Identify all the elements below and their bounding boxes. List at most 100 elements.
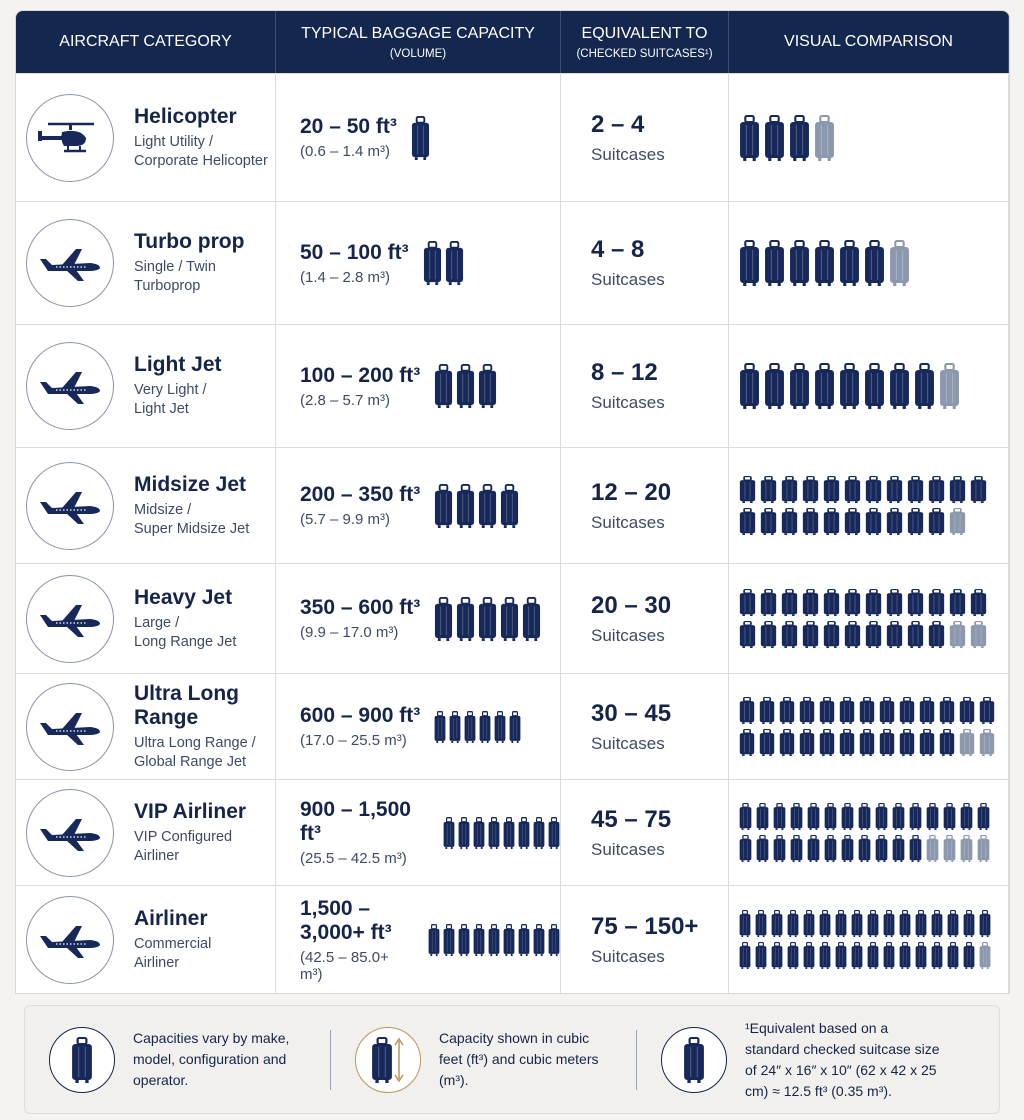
suitcase-icon: [899, 942, 911, 969]
suitcase-icon: [841, 835, 854, 862]
footer-separator: [330, 1029, 331, 1090]
equivalent-unit: Suitcases: [591, 946, 665, 966]
visual-comparison: [739, 476, 991, 535]
suitcase-icon: [488, 816, 500, 849]
equivalent-unit: Suitcases: [591, 625, 665, 645]
suitcase-icon: [435, 483, 453, 528]
category-description: Light Utility / Corporate Helicopter: [134, 133, 268, 171]
suitcase-icon: [756, 835, 769, 862]
suitcase-icon: [760, 589, 777, 616]
suitcase-icon: [803, 910, 815, 937]
suitcase-icon: [928, 589, 945, 616]
suitcase-icon: [939, 697, 955, 724]
capacity-imperial: 20 – 50 ft³: [300, 115, 397, 138]
description-line: VIP Configured: [134, 828, 233, 845]
suitcase-icon: [907, 621, 924, 648]
description-line: Very Light /: [134, 382, 207, 398]
suitcase-icon: [959, 729, 975, 756]
capacity-imperial: 50 – 100 ft³: [300, 240, 409, 264]
description-line: Commercial: [134, 935, 212, 952]
suitcase-icon: [844, 508, 861, 535]
category-name: Midsize Jet: [134, 472, 247, 496]
capacity-metric: (17.0 – 25.5 m³): [300, 732, 407, 749]
equivalent-cell: 8 – 12 Suitcases: [561, 324, 729, 447]
capacity-text: 20 – 50 ft³ (0.6 – 1.4 m³): [300, 115, 397, 160]
equivalent-cell: 30 – 45 Suitcases: [561, 673, 729, 779]
suitcase-icon: [865, 363, 884, 409]
column-title: VISUAL COMPARISON: [784, 33, 953, 50]
suitcase-icon: [802, 589, 819, 616]
suitcase-icon: [931, 910, 943, 937]
footer-note: Capacity shown in cubic feet (ft³) and c…: [331, 1026, 636, 1093]
description-line: Ultra Long Range /: [134, 734, 256, 751]
column-title: EQUIVALENT TO: [581, 24, 708, 42]
suitcase-icon: [739, 589, 756, 616]
baggage-table: AIRCRAFT CATEGORY TYPICAL BAGGAGE CAPACIT…: [15, 10, 1010, 994]
footer-text: ¹Equivalent based on a standard checked …: [745, 1019, 940, 1099]
aircraft-icon: [40, 491, 100, 524]
suitcase-icon: [503, 816, 515, 849]
suitcase-icon: [949, 476, 966, 503]
suitcase-icon: [947, 910, 959, 937]
suitcase-icon: [943, 803, 956, 830]
category-cell: Heavy Jet Large / Long Range Jet: [16, 563, 276, 673]
suitcase-icon: [457, 596, 475, 641]
visual-cell: [729, 563, 1009, 673]
capacity-cell: 350 – 600 ft³ (9.9 – 17.0 m³): [276, 563, 561, 673]
equivalent-range: 75 – 150+: [591, 912, 699, 940]
description-line: Super Midsize Jet: [134, 520, 250, 537]
suitcase-icon: [979, 729, 995, 756]
capacity-imperial: 1,500 – 3,000+ ft³: [300, 896, 392, 944]
suitcase-icon: [835, 942, 847, 969]
suitcase-icon: [773, 803, 786, 830]
equivalent-unit: Suitcases: [591, 144, 665, 164]
suitcase-icon: [915, 942, 927, 969]
suitcase-icon: [799, 729, 815, 756]
suitcase-icon: [411, 115, 429, 160]
capacity-metric: (25.5 – 42.5 m³): [300, 850, 407, 867]
capacity-metric: (42.5 – 85.0+ m³): [300, 948, 389, 983]
equivalent-cell: 4 – 8 Suitcases: [561, 201, 729, 324]
capacity-icons: [411, 115, 430, 160]
suitcase-icon: [963, 910, 975, 937]
category-description: Very Light / Light Jet: [134, 381, 222, 419]
category-text: Midsize Jet Midsize / Super Midsize Jet: [134, 473, 249, 539]
suitcase-icon: [779, 729, 795, 756]
suitcase-icon: [839, 697, 855, 724]
suitcase-icon: [739, 621, 756, 648]
description-line: Single / Twin: [134, 259, 216, 275]
capacity-imperial: 100 – 200 ft³: [300, 363, 421, 387]
suitcase-icon: [781, 508, 798, 535]
suitcase-icon: [939, 729, 955, 756]
suitcase-icon: [835, 910, 847, 937]
equivalent-range: 2 – 4: [591, 110, 645, 138]
suitcase-icon: [949, 589, 966, 616]
footer-text: Capacity shown in cubic feet (ft³) and c…: [439, 1030, 599, 1088]
category-name: Ultra Long Range: [134, 681, 239, 729]
suitcase-icon: [773, 835, 786, 862]
suitcase-icon: [443, 816, 455, 849]
visual-comparison: [739, 240, 914, 286]
equivalent-range: 30 – 45: [591, 699, 672, 727]
category-cell: Ultra Long Range Ultra Long Range / Global…: [16, 673, 276, 779]
suitcase-icon: [372, 1036, 392, 1083]
suitcase-icon: [464, 710, 476, 743]
suitcase-icon: [960, 835, 973, 862]
suitcase-icon: [423, 241, 441, 285]
category-cell: Midsize Jet Midsize / Super Midsize Jet: [16, 447, 276, 563]
suitcase-icon: [457, 364, 475, 408]
column-title: AIRCRAFT CATEGORY: [59, 33, 232, 50]
capacity-text: 200 – 350 ft³ (5.7 – 9.9 m³): [300, 483, 420, 528]
suitcase-icon: [815, 240, 834, 286]
capacity-text: 100 – 200 ft³ (2.8 – 5.7 m³): [300, 364, 420, 409]
suitcase-icon: [979, 910, 991, 937]
suitcase-icon: [886, 476, 903, 503]
suitcase-icon: [501, 596, 519, 641]
suitcase-icon: [740, 240, 759, 286]
suitcase-icon: [449, 710, 461, 743]
suitcase-icon: [823, 621, 840, 648]
suitcase-icon: [501, 483, 519, 528]
suitcase-icon: [771, 942, 783, 969]
suitcase-icon: [851, 942, 863, 969]
suitcase-icon: [760, 621, 777, 648]
